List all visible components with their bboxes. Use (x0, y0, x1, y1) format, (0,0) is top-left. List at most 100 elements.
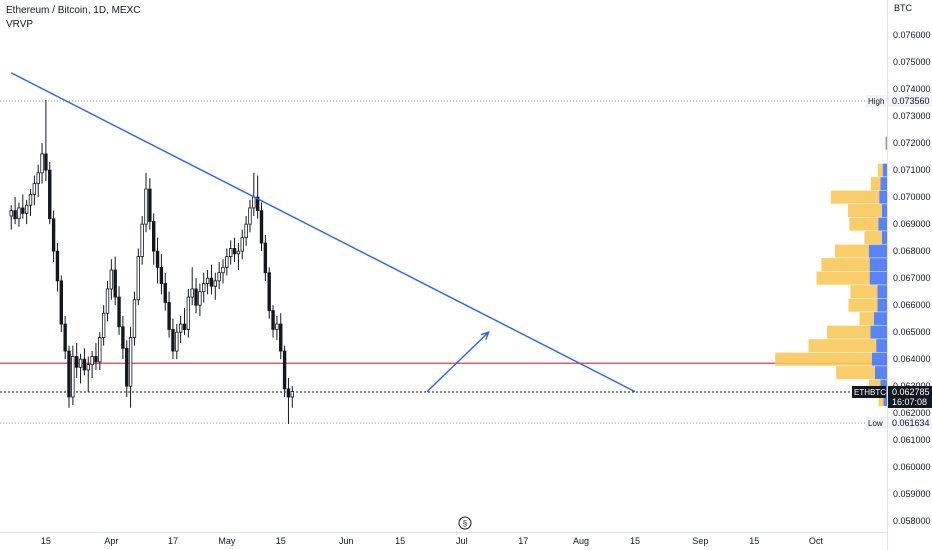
candle-body (24, 204, 29, 214)
replay-icon[interactable]: § (458, 516, 472, 530)
indicator-label[interactable]: VRVP (6, 19, 34, 30)
time-tick-label: Jul (456, 536, 468, 546)
price-tick-label: 0.076000 (893, 30, 931, 40)
candle-body (90, 356, 94, 365)
candle (109, 259, 114, 300)
candle (290, 386, 294, 408)
candle (86, 356, 90, 392)
candle (44, 99, 48, 181)
candle-body (221, 266, 225, 274)
candle (24, 199, 29, 225)
candle-body (271, 310, 275, 330)
candle-body (78, 358, 83, 368)
vp-bar-down (849, 217, 879, 231)
vp-bar-up (883, 393, 887, 407)
candle-body (13, 210, 17, 220)
candle-body (148, 188, 152, 222)
price-tick-label: 0.069000 (893, 219, 931, 229)
candle-body (217, 272, 221, 282)
time-tick-label: May (218, 536, 236, 546)
candle-body (155, 250, 160, 268)
vp-bar-down (859, 312, 874, 326)
candle (271, 305, 275, 338)
candle (286, 378, 291, 424)
candle (78, 353, 83, 384)
vp-bar-up (868, 244, 887, 258)
candle (136, 248, 140, 306)
candle-body (252, 196, 256, 209)
candle-body (198, 291, 202, 306)
candle (28, 189, 33, 217)
time-tick-label: Apr (104, 536, 118, 546)
candle (121, 315, 125, 360)
candle-body (132, 299, 137, 338)
candle (263, 234, 268, 281)
candle-body (9, 210, 13, 217)
candle-body (175, 331, 179, 352)
candle-body (36, 172, 40, 185)
vp-bar-down (878, 393, 884, 407)
candle-body (128, 337, 133, 387)
candle-body (125, 347, 129, 387)
time-tick-label: 15 (749, 536, 759, 546)
badge-label: Low (868, 419, 883, 428)
candle (128, 326, 133, 408)
vp-bar-up (877, 298, 887, 312)
candle (71, 345, 75, 406)
candle-body (75, 356, 79, 368)
candle (17, 202, 21, 227)
candle-body (228, 248, 233, 257)
candle-body (21, 207, 25, 214)
replay-icon-glyph: § (463, 519, 467, 528)
vp-bar-down (775, 352, 872, 366)
price-tick-label: 0.059000 (893, 489, 931, 499)
candle-body (240, 237, 244, 252)
badge-value: 0.073560 (892, 96, 930, 106)
vp-bar-up (869, 271, 887, 285)
vp-bar-down (821, 258, 870, 272)
vp-bar-up (878, 217, 887, 231)
candle (163, 272, 167, 311)
trendline (10, 72, 636, 393)
candle-body (225, 256, 229, 268)
candle-body (194, 288, 198, 306)
candle-body (205, 277, 210, 284)
candle (148, 178, 152, 230)
vp-bar-up (869, 258, 887, 272)
candle (21, 194, 25, 219)
badge-value: 0.061634 (892, 418, 930, 428)
candle (13, 197, 17, 225)
candle-body (121, 326, 125, 349)
price-axis[interactable]: BTC 0.076000 0.075000 0.074000 0.073000 0.072… (852, 0, 932, 550)
price-tick-label: 0.064000 (893, 354, 931, 364)
time-axis[interactable]: Mar15Apr17May15Jun15Jul17Aug15Sep15Oct§ (0, 516, 887, 546)
badge-label-bg (866, 417, 886, 430)
candle (217, 261, 221, 289)
candle (140, 216, 144, 265)
candle-body (248, 207, 252, 225)
candle (101, 305, 106, 346)
candle-body (94, 356, 98, 363)
time-tick-label: 15 (41, 536, 51, 546)
candle (240, 229, 244, 260)
candle (55, 243, 60, 292)
time-tick-label: 15 (630, 536, 640, 546)
candle-body (48, 169, 52, 220)
candle-body (44, 153, 48, 171)
candle-body (279, 323, 283, 352)
candle (113, 256, 117, 306)
vp-bar-up (880, 177, 887, 191)
candle-body (282, 350, 287, 390)
symbol-title[interactable]: Ethereum / Bitcoin, 1D, MEXC (6, 5, 141, 16)
candle-body (136, 256, 140, 301)
candle (255, 175, 260, 219)
candle-body (109, 269, 114, 290)
candle (213, 272, 217, 300)
candle-body (290, 391, 294, 398)
badge-label-bg (866, 94, 886, 107)
badge-value-bg (888, 94, 932, 107)
candlestick-series (9, 99, 294, 424)
candle-body (244, 223, 248, 239)
drawings[interactable] (10, 72, 636, 393)
